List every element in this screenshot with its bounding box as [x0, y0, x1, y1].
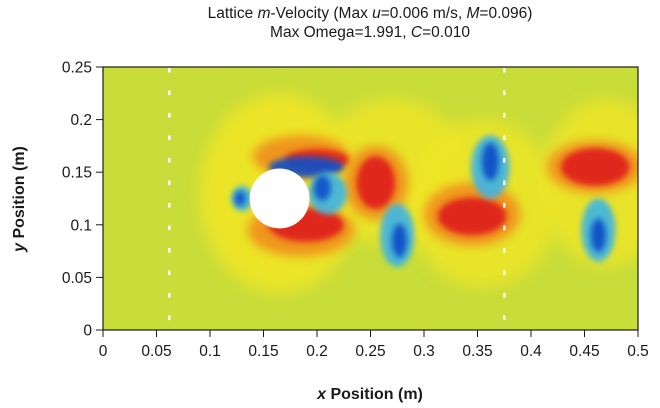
x-tick-label: 0.05 [141, 343, 171, 360]
y-tick-label: 0.15 [62, 165, 92, 182]
x-tick-label: 0.25 [355, 343, 385, 360]
blob-blue-upper-2 [481, 142, 499, 181]
y-axis-label: y Position (m) [11, 146, 28, 252]
x-axis-label: x Position (m) [317, 386, 423, 403]
cylinder [249, 168, 310, 229]
chart-title-line-1: Lattice m-Velocity (Max u=0.006 m/s, M=0… [207, 5, 533, 22]
x-tick-label: 0.15 [248, 343, 278, 360]
heatmap-field [103, 67, 638, 330]
y-tick-label: 0.05 [62, 270, 92, 287]
blob-red-wake-3 [560, 148, 630, 186]
x-axis: 0 0.05 0.1 0.15 0.2 0.25 0.3 0.35 0.4 0.45 0.5 [99, 330, 649, 360]
chart-title-line-2: Max Omega=1.991, C=0.010 [270, 24, 470, 41]
blob-blue-lower-1 [391, 223, 407, 258]
x-tick-label: 0.2 [306, 343, 328, 360]
y-tick-label: 0.1 [70, 217, 92, 234]
x-tick-label: 0.1 [199, 343, 221, 360]
blob-blue-front [234, 191, 246, 206]
y-tick-label: 0.25 [62, 60, 92, 77]
x-tick-label: 0.5 [627, 343, 649, 360]
x-tick-label: 0.4 [520, 343, 542, 360]
x-tick-label: 0.3 [413, 343, 435, 360]
blob-red-wake-1 [356, 156, 396, 210]
blob-blue-recirc [313, 175, 331, 201]
blob-red-wake-2 [437, 197, 507, 236]
blob-blue-lower-3 [590, 218, 606, 253]
y-tick-label: 0.2 [70, 112, 92, 129]
x-tick-label: 0.35 [462, 343, 492, 360]
x-tick-label: 0.45 [569, 343, 599, 360]
y-tick-label: 0 [83, 323, 92, 340]
y-axis: 0 0.05 0.1 0.15 0.2 0.25 [62, 60, 103, 340]
x-tick-label: 0 [99, 343, 108, 360]
